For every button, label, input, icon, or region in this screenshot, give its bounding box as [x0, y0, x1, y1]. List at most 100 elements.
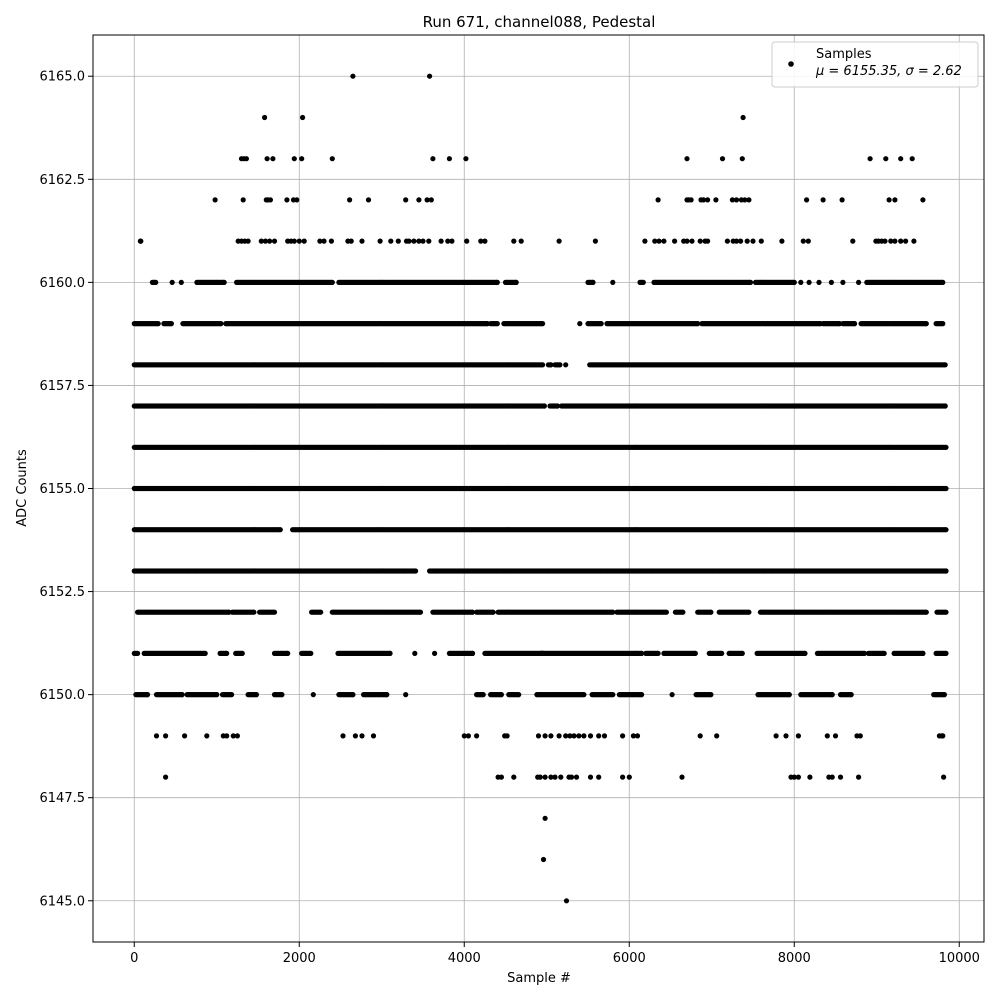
- data-point: [943, 485, 949, 492]
- data-point: [262, 114, 268, 121]
- data-point: [541, 403, 547, 409]
- data-point: [212, 197, 218, 203]
- data-point: [661, 238, 667, 244]
- data-point: [713, 197, 719, 203]
- data-point: [284, 197, 290, 203]
- data-point: [426, 238, 432, 244]
- data-point: [403, 197, 409, 203]
- data-point: [478, 238, 484, 244]
- data-point: [267, 238, 273, 244]
- data-point: [733, 238, 740, 244]
- data-point: [301, 238, 307, 244]
- data-point: [365, 197, 372, 203]
- data-point: [299, 156, 305, 162]
- data-point: [245, 238, 251, 244]
- data-point: [820, 197, 826, 203]
- data-point: [724, 238, 731, 244]
- data-point: [420, 238, 426, 244]
- data-point: [705, 238, 711, 244]
- data-point: [350, 73, 356, 79]
- data-point: [695, 321, 701, 327]
- data-point: [779, 238, 785, 244]
- data-point: [738, 238, 744, 244]
- data-point: [886, 197, 892, 203]
- data-point: [347, 197, 353, 203]
- data-point: [747, 279, 754, 285]
- data-point: [828, 279, 835, 285]
- data-point: [446, 156, 452, 162]
- data-point: [168, 321, 174, 327]
- data-point: [642, 238, 648, 244]
- data-point: [943, 527, 949, 533]
- data-point: [406, 238, 412, 244]
- data-point: [317, 238, 323, 244]
- data-point: [816, 279, 822, 285]
- data-point: [264, 156, 270, 162]
- data-point: [804, 197, 810, 203]
- data-point: [940, 321, 946, 327]
- data-point: [153, 279, 159, 285]
- data-point: [898, 156, 904, 162]
- data-point: [449, 238, 455, 244]
- data-point: [395, 238, 401, 244]
- data-point: [806, 279, 812, 285]
- data-point: [438, 238, 444, 244]
- data-point: [556, 238, 562, 244]
- data-point: [416, 197, 422, 203]
- data-point: [610, 279, 616, 285]
- data-point: [640, 279, 646, 285]
- data-point: [577, 321, 583, 327]
- data-point: [850, 238, 856, 244]
- data-point: [740, 114, 746, 121]
- data-point: [882, 238, 888, 244]
- data-point: [909, 156, 915, 162]
- data-point: [840, 279, 846, 285]
- data-point: [445, 238, 451, 244]
- data-point: [428, 197, 434, 203]
- data-point: [178, 279, 184, 285]
- data-point: [328, 238, 334, 244]
- data-point: [540, 321, 546, 327]
- data-point: [424, 197, 430, 203]
- data-point: [221, 279, 227, 285]
- data-point: [689, 238, 695, 244]
- data-point: [883, 156, 889, 162]
- data-point: [138, 238, 144, 244]
- data-point: [800, 238, 806, 244]
- data-point: [856, 279, 862, 285]
- data-point: [494, 279, 500, 285]
- data-point: [359, 238, 365, 244]
- data-point: [377, 238, 383, 244]
- data-point: [744, 238, 750, 244]
- data-point: [705, 197, 711, 203]
- data-point: [416, 238, 422, 244]
- data-point: [240, 197, 246, 203]
- data-point: [892, 238, 898, 244]
- data-point: [513, 279, 519, 285]
- data-point: [291, 156, 297, 162]
- data-point: [482, 238, 488, 244]
- data-point: [548, 362, 554, 368]
- data-point: [277, 527, 283, 533]
- data-point: [494, 321, 500, 327]
- data-point: [243, 156, 249, 162]
- data-point: [296, 238, 302, 244]
- data-point: [329, 279, 335, 285]
- chart-title: Run 671, channel088, Pedestal: [423, 13, 656, 31]
- data-point: [684, 156, 690, 162]
- data-point: [655, 197, 661, 203]
- data-point: [463, 156, 469, 162]
- data-point: [700, 197, 707, 203]
- data-point: [758, 238, 764, 244]
- data-point: [563, 362, 569, 368]
- data-point: [271, 238, 278, 244]
- data-point: [739, 156, 745, 162]
- data-point: [750, 238, 756, 244]
- data-point: [940, 279, 946, 285]
- data-point: [262, 238, 268, 244]
- data-point: [155, 321, 161, 327]
- data-point: [427, 73, 433, 79]
- data-point: [746, 197, 752, 203]
- data-point: [688, 197, 694, 203]
